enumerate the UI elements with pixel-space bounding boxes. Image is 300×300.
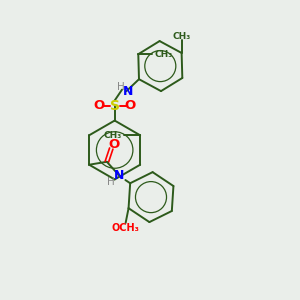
Text: N: N (113, 169, 124, 182)
Text: H: H (107, 177, 115, 188)
Text: CH₃: CH₃ (172, 32, 191, 41)
Text: S: S (110, 99, 120, 113)
Text: CH₃: CH₃ (103, 131, 122, 140)
Text: O: O (109, 139, 120, 152)
Text: O: O (124, 99, 136, 112)
Text: O: O (94, 99, 105, 112)
Text: OCH₃: OCH₃ (112, 223, 140, 233)
Text: CH₃: CH₃ (154, 50, 173, 59)
Text: H: H (117, 82, 124, 92)
Text: N: N (123, 85, 134, 98)
